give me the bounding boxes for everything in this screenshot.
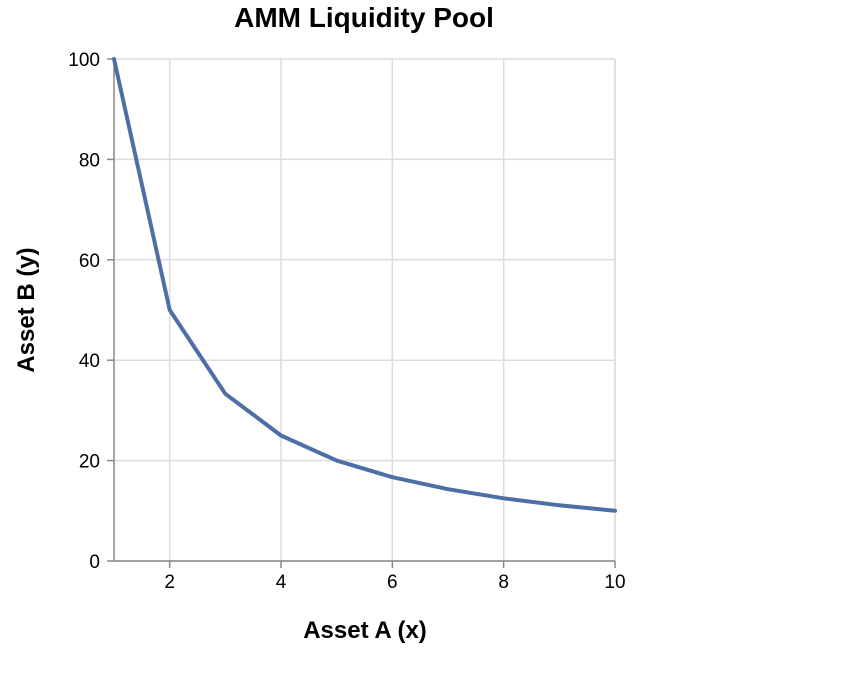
- x-tick-label: 6: [387, 572, 398, 593]
- y-tick-label: 20: [79, 452, 100, 473]
- chart-title: AMM Liquidity Pool: [234, 2, 494, 33]
- y-tick-label: 80: [79, 150, 100, 171]
- series-line: [112, 57, 617, 513]
- y-tick-label: 100: [68, 50, 100, 71]
- x-axis-title: Asset A (x): [303, 617, 427, 644]
- x-tick-label: 2: [164, 572, 175, 593]
- series: [112, 57, 617, 513]
- x-tick-label: 4: [276, 572, 287, 593]
- y-tick-label: 60: [79, 251, 100, 272]
- x-tick-label: 8: [498, 572, 509, 593]
- y-tick-label: 40: [79, 351, 100, 372]
- grid: [114, 58, 616, 562]
- y-tick-label: 0: [89, 552, 100, 573]
- x-tick-label: 10: [604, 572, 625, 593]
- y-axis-title: Asset B (y): [13, 247, 40, 372]
